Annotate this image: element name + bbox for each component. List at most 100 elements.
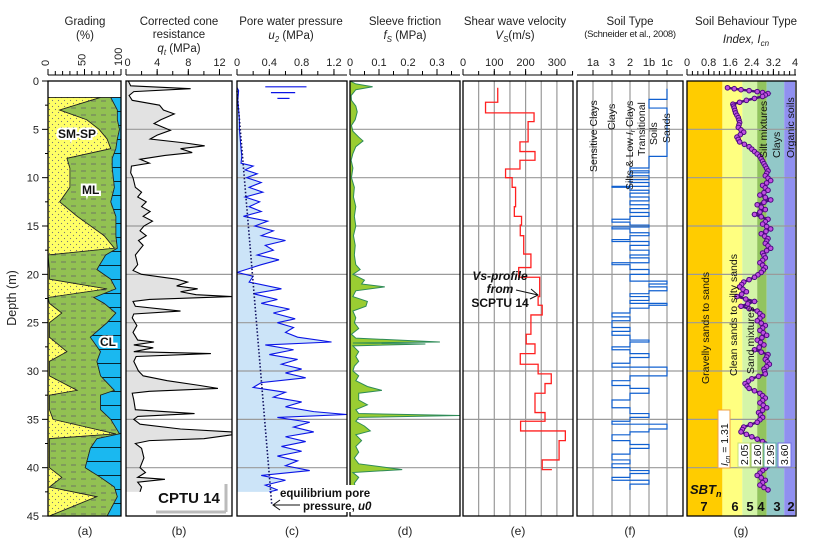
tick-label: 8 <box>185 57 191 69</box>
depth-tick-label: 10 <box>27 173 39 185</box>
tick-label: 1b <box>643 57 655 69</box>
ic-data-point <box>757 482 763 488</box>
depth-tick-label: 15 <box>27 221 39 233</box>
label-sm-sp: SM-SP <box>58 127 96 141</box>
ic-data-point <box>754 201 761 208</box>
depth-tick-label: 20 <box>27 269 39 281</box>
tick-label: 3.2 <box>766 57 781 69</box>
tick-label: 0.1 <box>371 57 386 69</box>
ic-data-point <box>754 472 761 479</box>
caption-g: (g) <box>734 524 749 538</box>
caption-d: (d) <box>398 524 413 538</box>
band-label-clays: Clays <box>771 132 783 158</box>
ic-data-point <box>751 388 758 394</box>
ic-data-point <box>731 85 738 92</box>
panel-a-x-axis: 0 50 100 <box>40 48 125 76</box>
band-label-silt-mixtures: Silt mixtures <box>758 101 770 158</box>
u0-equilibrium-line <box>236 90 273 505</box>
ic-data-point <box>742 296 749 302</box>
ic-data-point <box>738 86 744 93</box>
ic-data-point <box>761 484 767 491</box>
ic-data-point <box>762 371 769 377</box>
panel-c-u2 <box>236 80 348 517</box>
band-label-organic-soils: Organic soils <box>785 97 797 158</box>
tick-label: 1.2 <box>326 57 341 69</box>
panel-b-qt <box>125 80 233 517</box>
soil-type-title: Soil Type <box>606 16 653 28</box>
ic-data-point <box>767 197 774 203</box>
ic-data-point <box>758 214 765 220</box>
ic-data-point <box>736 139 743 145</box>
ic-data-point <box>734 293 740 300</box>
tick-label: 0 <box>684 57 690 69</box>
soil-type-reference: (Schneider et al., 2008) <box>584 29 676 40</box>
ic-data-point <box>762 194 769 201</box>
ic-data-point <box>743 97 750 104</box>
ic-data-point <box>757 209 763 215</box>
panel-frame <box>236 80 348 517</box>
ic-data-point <box>743 288 750 295</box>
grading-title: Grading <box>65 16 106 28</box>
ic-data-point <box>738 291 745 297</box>
u0-annotation-line1: equilibrium pore <box>280 488 370 500</box>
sbt-number-row: SBTn 7 6 5 4 3 2 <box>690 482 795 514</box>
tick-label: 50 <box>77 54 89 66</box>
sbt-zone-2: 2 <box>787 499 794 514</box>
panel-a-title: Grading (%) <box>65 16 106 42</box>
tick-label: 100 <box>113 48 125 66</box>
caption-f: (f) <box>624 524 635 538</box>
panel-g-x-axis: 0 0.8 1.6 2.4 3.2 4 <box>684 57 798 76</box>
u2-axis-label: u2 (MPa) <box>268 30 314 44</box>
ic-data-point <box>762 206 769 213</box>
ic-data-point <box>759 221 766 227</box>
ic-data-point <box>759 334 765 341</box>
tick-label: 0 <box>460 57 466 69</box>
panel-c-x-axis: 0 0.4 0.8 1.2 <box>234 57 347 76</box>
ic-data-point <box>738 429 744 435</box>
vs-annotation-line1: Vs-profile <box>472 269 528 283</box>
sbt-band-labels: Gravelly sands to sands Clean sands to s… <box>700 97 797 384</box>
tick-label: 3 <box>609 57 615 69</box>
panel-f-x-axis: 1c 1b 1a 3 2 <box>577 57 683 76</box>
clay-fraction-area <box>84 97 122 517</box>
qt-title-line2: resistance <box>153 29 205 41</box>
ic-boundary-2-05: 2.05 <box>739 444 751 465</box>
tick-label: 1a <box>587 57 600 69</box>
panel-frame <box>125 80 233 517</box>
panel-e-vs <box>462 80 574 517</box>
ic-data-point <box>744 301 751 307</box>
caption-c: (c) <box>285 524 299 538</box>
tick-label: 0 <box>40 60 52 66</box>
cptu-label: CPTU 14 <box>158 490 220 507</box>
ic-data-point <box>758 320 765 326</box>
ic-data-point <box>751 95 758 102</box>
ic-data-point <box>758 475 765 481</box>
ic-data-point <box>761 199 767 206</box>
depth-tick-label: 5 <box>33 124 39 136</box>
tick-label: 0.2 <box>400 57 415 69</box>
grading-unit: (%) <box>76 30 94 42</box>
tick-label: 1c <box>661 57 673 69</box>
band-label-sand-mixtures: Sand mixtures <box>745 307 757 374</box>
depth-tick-label: 45 <box>27 511 39 523</box>
qt-profile-line <box>127 81 232 493</box>
tick-label: 200 <box>516 57 534 69</box>
sbt-zone-7: 7 <box>700 499 707 514</box>
ic-data-point <box>763 404 770 411</box>
ic-data-point <box>751 346 758 353</box>
caption-b: (b) <box>172 524 187 538</box>
panel-e-x-axis: 0 100 200 300 <box>460 57 574 76</box>
zone-sands: Sands <box>661 113 673 143</box>
tick-label: 2 <box>627 57 633 69</box>
band-label-clean-sands: Clean sands to silty sands <box>728 254 740 376</box>
panel-d-fs <box>349 80 461 517</box>
qt-title-line1: Corrected cone <box>140 16 219 28</box>
zone-clays: Clays <box>606 104 618 130</box>
fs-title: Sleeve friction <box>369 16 441 28</box>
tick-label: 300 <box>548 57 566 69</box>
ic-data-point <box>763 247 770 254</box>
ic-boundary-3-60: 3.60 <box>779 444 791 465</box>
sbt-zone-3: 3 <box>773 499 780 514</box>
ic-data-point <box>754 419 761 426</box>
ic-boundary-labels: Icn = 1.31 2.05 2.60 2.95 3.60 <box>717 409 792 469</box>
